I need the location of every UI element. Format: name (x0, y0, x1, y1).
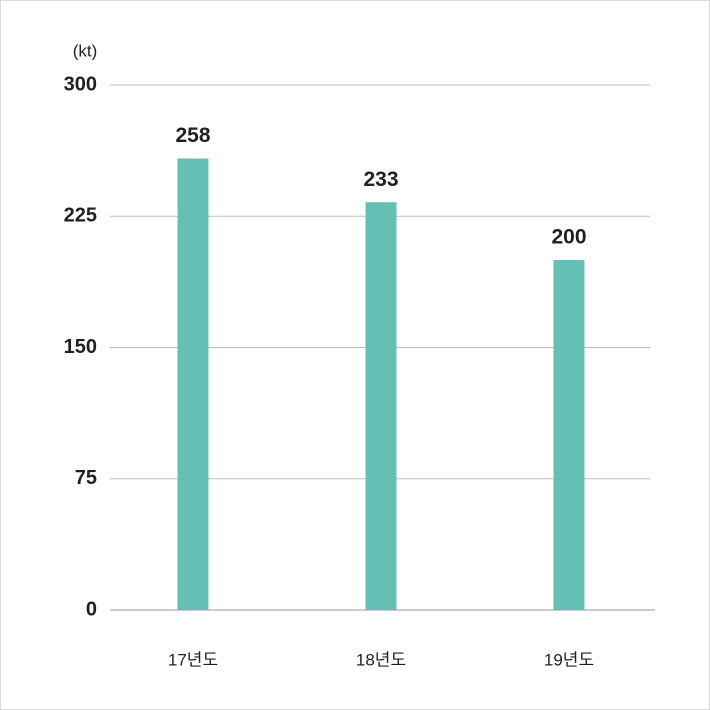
x-tick-label: 17년도 (168, 650, 218, 669)
y-axis-unit: (kt) (73, 41, 98, 60)
bar (553, 260, 585, 610)
y-tick-label: 75 (75, 467, 97, 489)
y-tick-label: 150 (64, 336, 97, 358)
bar (177, 158, 209, 610)
x-tick-label: 18년도 (356, 650, 406, 669)
y-tick-label: 225 (64, 205, 97, 227)
data-label: 233 (363, 168, 398, 191)
y-tick-label: 300 (64, 73, 97, 95)
data-label: 200 (551, 226, 586, 249)
data-label: 258 (175, 124, 210, 147)
y-tick-label: 0 (86, 598, 97, 620)
bar (365, 202, 397, 610)
x-tick-label: 19년도 (544, 650, 594, 669)
